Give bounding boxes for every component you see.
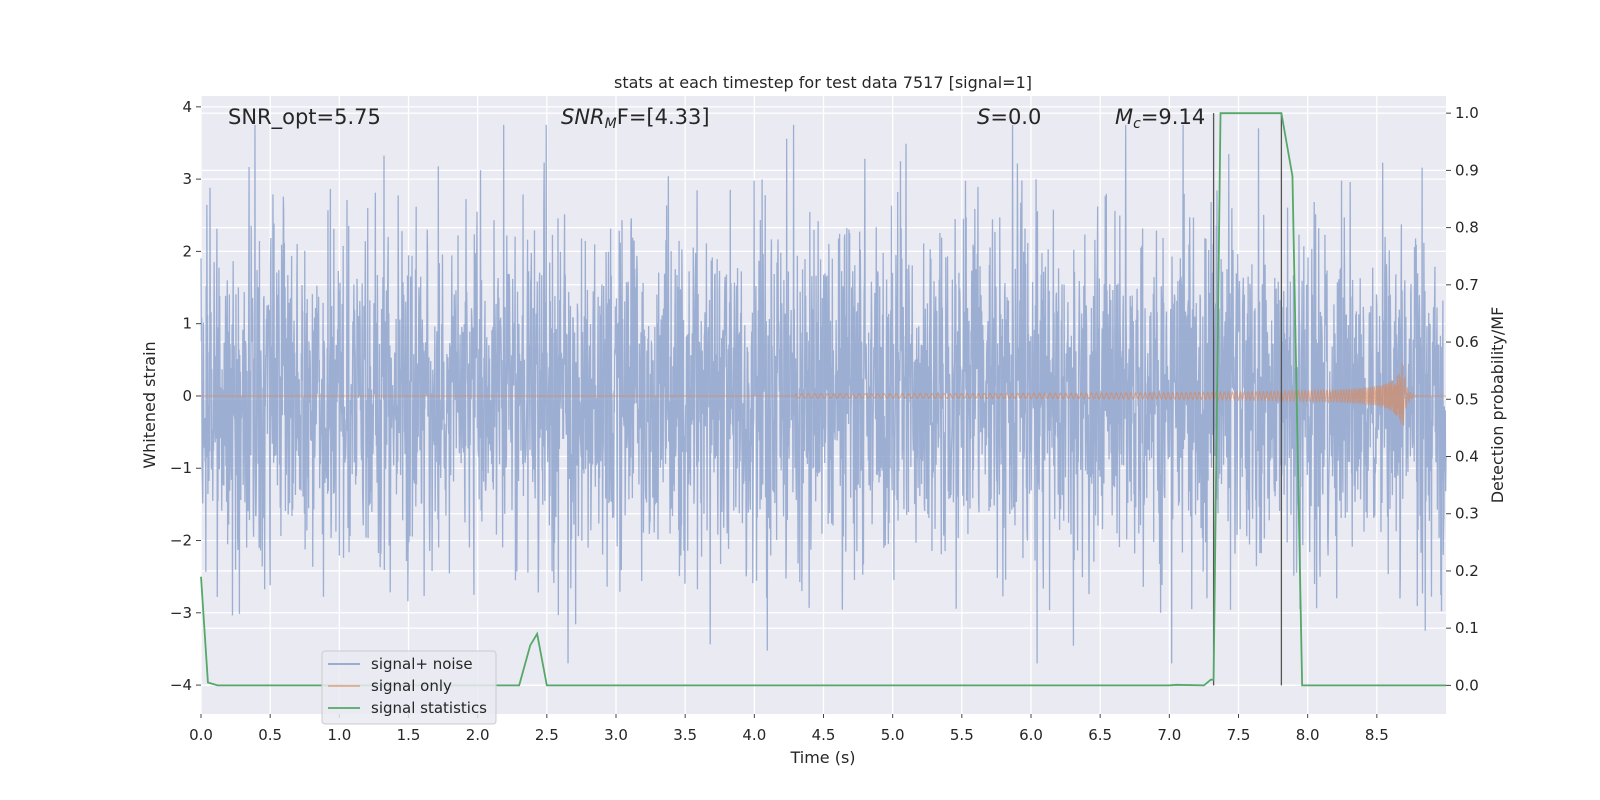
y-axis-label-left: Whitened strain xyxy=(140,341,159,468)
y-tick-label-right: 0.0 xyxy=(1455,676,1479,694)
x-tick-label: 3.5 xyxy=(673,726,697,744)
y-tick-label-right: 0.9 xyxy=(1455,161,1479,179)
y-tick-label-right: 0.8 xyxy=(1455,219,1479,237)
x-tick-label: 5.5 xyxy=(950,726,974,744)
y-tick-label-left: 3 xyxy=(182,170,192,188)
signal-noise-line xyxy=(200,124,1447,664)
y-axis-label-right: Detection probability/MF xyxy=(1488,307,1507,504)
legend-label-signal-only: signal only xyxy=(371,677,452,695)
y-tick-label-left: −4 xyxy=(170,676,192,694)
x-tick-label: 2.5 xyxy=(535,726,559,744)
legend: signal+ noise signal only signal statist… xyxy=(321,650,497,725)
y-tick-label-left: −1 xyxy=(170,459,192,477)
y-ticks-right: 0.0 0.1 0.2 0.3 0.4 0.5 0.6 0.7 0.8 0.9 1.0 xyxy=(1446,104,1479,694)
x-tick-label: 4.0 xyxy=(742,726,766,744)
x-tick-label: 3.0 xyxy=(604,726,628,744)
legend-label-signal-statistics: signal statistics xyxy=(371,699,487,717)
annotation-mc-sub: c xyxy=(1133,116,1141,132)
x-tick-label: 0.0 xyxy=(189,726,213,744)
y-tick-label-right: 0.7 xyxy=(1455,276,1479,294)
x-tick-label: 6.0 xyxy=(1019,726,1043,744)
y-tick-label-right: 1.0 xyxy=(1455,104,1479,122)
annotation-mc-main: M xyxy=(1115,105,1133,129)
annotation-mc-rest: =9.14 xyxy=(1141,105,1205,129)
x-tick-label: 6.5 xyxy=(1088,726,1112,744)
y-tick-label-right: 0.1 xyxy=(1455,619,1479,637)
annotation-s-rest: =0.0 xyxy=(990,105,1041,129)
x-tick-label: 7.5 xyxy=(1227,726,1251,744)
y-tick-label-left: −2 xyxy=(170,532,192,550)
x-tick-label: 5.0 xyxy=(881,726,905,744)
x-tick-label: 2.0 xyxy=(466,726,490,744)
annotation-snr-mf-sub: M xyxy=(605,116,617,132)
x-tick-label: 1.5 xyxy=(397,726,421,744)
series-signal-only xyxy=(201,362,1446,426)
annotation-snr-mf-rest: F=[4.33] xyxy=(617,105,710,129)
annotation-s: S=0.0 xyxy=(977,105,1041,129)
x-tick-label: 8.5 xyxy=(1365,726,1389,744)
annotation-s-main: S xyxy=(977,105,990,129)
x-axis-label: Time (s) xyxy=(789,748,855,767)
series-signal-noise xyxy=(200,124,1447,664)
x-tick-label: 1.0 xyxy=(327,726,351,744)
signal-only-line xyxy=(201,362,1446,426)
vertical-markers xyxy=(1212,113,1283,686)
y-tick-label-left: −3 xyxy=(170,604,192,622)
x-tick-label: 0.5 xyxy=(258,726,282,744)
y-tick-label-right: 0.5 xyxy=(1455,390,1479,408)
y-ticks-left: −4 −3 −2 −1 0 1 2 3 4 xyxy=(170,98,201,694)
y-tick-label-left: 0 xyxy=(182,387,192,405)
annotation-snr-mf-main: SNR xyxy=(561,105,605,129)
y-tick-label-left: 1 xyxy=(182,315,192,333)
x-tick-label: 8.0 xyxy=(1296,726,1320,744)
chart-title: stats at each timestep for test data 751… xyxy=(614,73,1032,92)
x-ticks: 0.0 0.5 1.0 1.5 2.0 2.5 3.0 3.5 4.0 4.5 5.0 5.5 6.0 6… xyxy=(189,714,1389,744)
annotation-snr-opt: SNR_opt=5.75 xyxy=(228,105,381,130)
y-tick-label-right: 0.6 xyxy=(1455,333,1479,351)
x-tick-label: 7.0 xyxy=(1157,726,1181,744)
annotation-snr-mf: SNRMF=[4.33] xyxy=(561,105,710,132)
y-tick-label-left: 4 xyxy=(182,98,192,116)
legend-box xyxy=(321,650,497,725)
annotation-mc: Mc=9.14 xyxy=(1115,105,1205,132)
y-tick-label-right: 0.3 xyxy=(1455,505,1479,523)
y-tick-label-left: 2 xyxy=(182,242,192,260)
x-tick-label: 4.5 xyxy=(812,726,836,744)
y-tick-label-right: 0.2 xyxy=(1455,562,1479,580)
legend-label-signal-noise: signal+ noise xyxy=(371,655,473,673)
y-tick-label-right: 0.4 xyxy=(1455,448,1479,466)
